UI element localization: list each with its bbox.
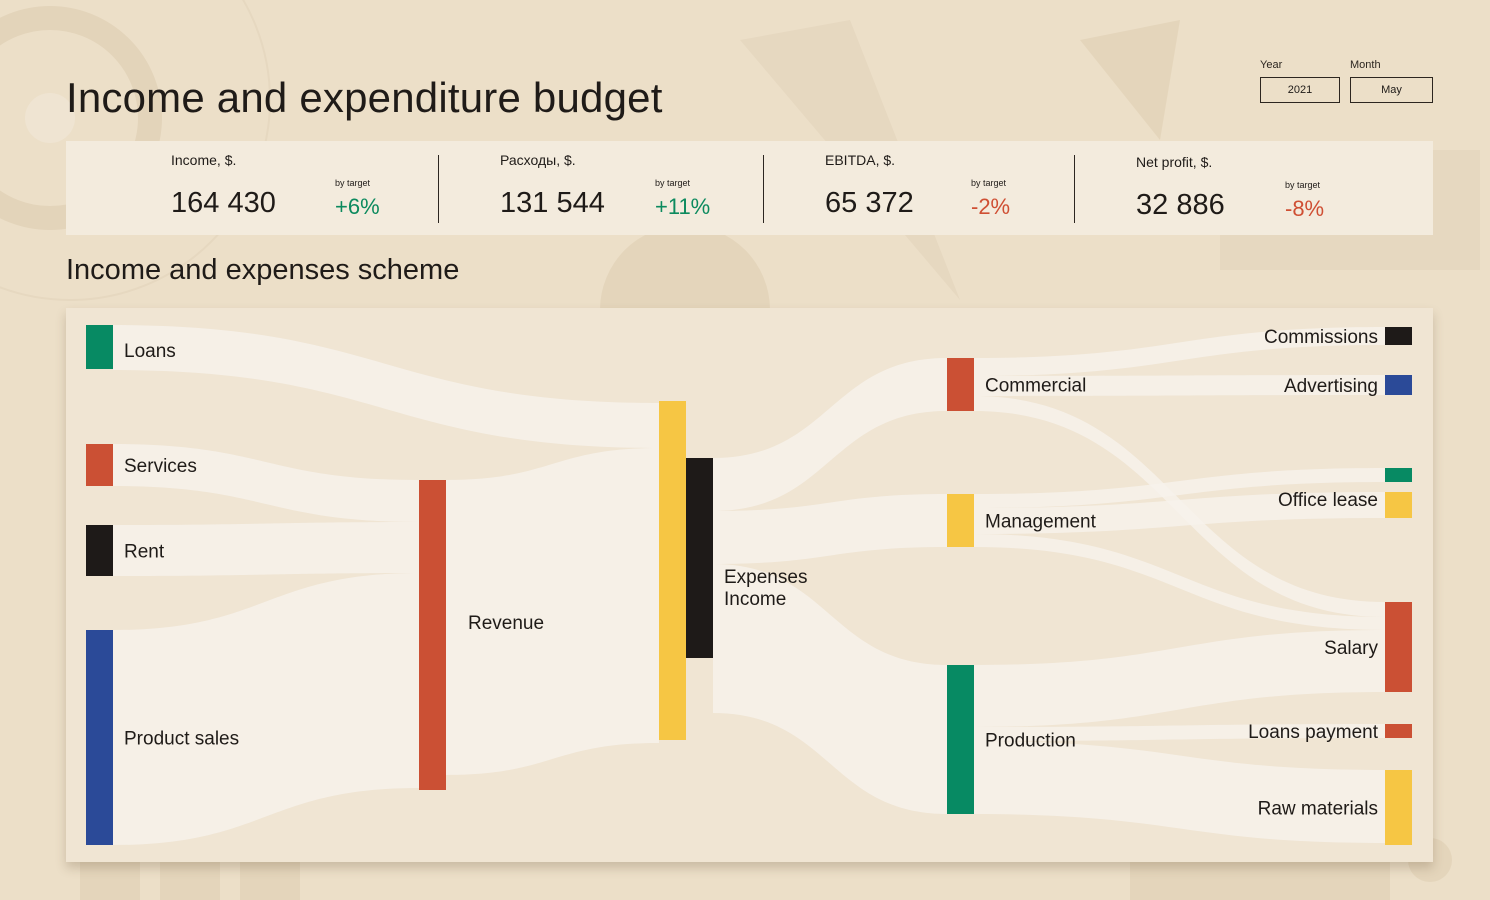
kpi-value: 32 886 [1136,189,1225,221]
sankey-chart: Loans Services Rent Product sales Revenue Inc… [86,325,1412,845]
sankey-node-revenue [419,480,446,790]
kpi-divider [438,155,439,223]
sankey-link-expenses-management [713,494,947,564]
sankey-link-product_sales-revenue [113,573,419,845]
month-select[interactable]: May [1350,77,1433,103]
sankey-node-income [659,401,686,740]
sankey-node-product_sales [86,630,113,845]
month-filter: Month May [1350,58,1433,103]
sankey-node-rent [86,525,113,576]
sankey-node-commercial [947,358,974,411]
kpi-divider [763,155,764,223]
month-filter-label: Month [1350,59,1381,71]
kpi-target-label: by target [655,178,691,188]
sankey-label-commercial: Commercial [985,376,1086,397]
sankey-link-services-revenue [113,444,419,522]
kpi-label: EBITDA, $. [825,152,896,168]
sankey-node-management [947,494,974,547]
sankey-label-advertising: Advertising [1284,376,1378,397]
sankey-node-office_misc [1385,468,1412,482]
sankey-link-production-loans_payment [974,724,1385,741]
kpi-target-label: by target [971,178,1007,188]
sankey-link-revenue-income [446,448,659,775]
kpi-label: Расходы, $. [500,152,576,168]
sankey-node-expenses [686,458,713,658]
sankey-label-expenses: Expenses [724,567,807,588]
sankey-node-advertising [1385,375,1412,395]
sankey-label-raw_materials: Raw materials [1258,799,1378,820]
kpi-label: Net profit, $. [1136,154,1213,170]
sankey-node-loans [86,325,113,369]
sankey-label-product_sales: Product sales [124,729,239,750]
kpi-value: 131 544 [500,187,605,219]
sankey-node-services [86,444,113,486]
year-filter: Year 2021 [1260,58,1340,103]
kpi-target-label: by target [335,178,371,188]
sankey-label-loans: Loans [124,341,176,362]
sankey-link-expenses-commercial [713,358,947,511]
kpi-delta: -2% [971,194,1011,219]
sankey-link-management-salary [974,534,1385,630]
sankey-link-production-salary [974,630,1385,727]
sankey-link-commercial-advertising [974,375,1385,396]
sankey-label-management: Management [985,512,1097,533]
kpi-delta: +6% [335,194,380,219]
section-title: Income and expenses scheme [66,254,460,286]
kpi-value: 164 430 [171,187,276,219]
sankey-link-management-office_misc [974,468,1385,508]
kpi-delta: -8% [1285,196,1325,221]
sankey-node-commissions [1385,327,1412,345]
sankey-node-production [947,665,974,814]
sankey-label-office_lease: Office lease [1278,490,1378,511]
sankey-label-services: Services [124,456,197,477]
sankey-link-rent-revenue [113,522,419,576]
kpi-bar: Income, $. 164 430 by target +6% Расходы… [66,141,1433,235]
sankey-node-salary [1385,602,1412,692]
sankey-label-loans_payment: Loans payment [1248,722,1379,743]
kpi-delta: +11% [655,194,711,219]
sankey-label-commissions: Commissions [1264,327,1378,348]
sankey-label-rent: Rent [124,542,165,563]
page-title: Income and expenditure budget [66,74,663,121]
sankey-link-commercial-commissions [974,327,1385,376]
kpi-label: Income, $. [171,152,237,168]
sankey-label-production: Production [985,731,1076,752]
kpi-divider [1074,155,1075,223]
sankey-chart-panel: Loans Services Rent Product sales Revenue Inc… [66,308,1433,862]
sankey-link-management-office_lease [974,492,1385,534]
sankey-label-salary: Salary [1324,638,1378,659]
year-filter-label: Year [1260,59,1283,71]
sankey-link-expenses-production [713,564,947,814]
year-select[interactable]: 2021 [1260,77,1340,103]
sankey-link-production-raw_materials [974,741,1385,843]
sankey-label-income: Income [724,589,786,610]
sankey-node-raw_materials [1385,770,1412,845]
sankey-label-revenue: Revenue [468,613,544,634]
sankey-node-office_lease [1385,492,1412,518]
kpi-target-label: by target [1285,180,1321,190]
kpi-value: 65 372 [825,187,914,219]
sankey-link-loans-income [113,325,659,448]
sankey-node-loans_payment [1385,724,1412,738]
